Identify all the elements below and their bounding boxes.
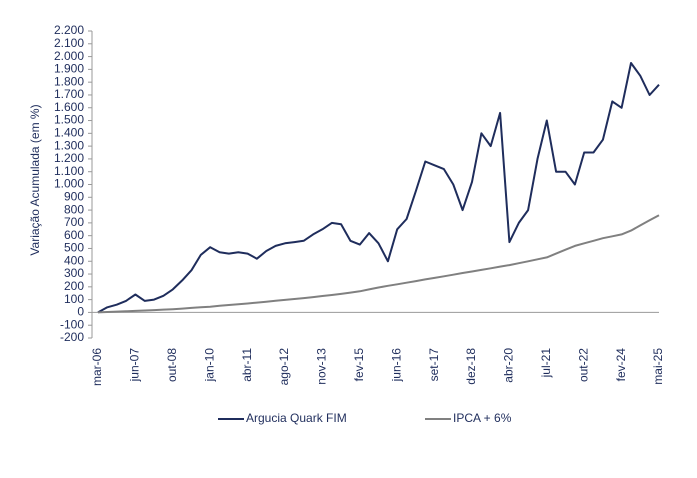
x-tick-label: out-22 — [576, 348, 590, 382]
y-tick-label: 2.200 — [54, 23, 84, 37]
y-tick-label: 0 — [77, 305, 84, 319]
x-tick-label: abr-11 — [240, 348, 254, 382]
y-tick-label: 1.200 — [54, 151, 84, 165]
y-tick-label: 1.700 — [54, 87, 84, 101]
x-tick-label: abr-20 — [502, 348, 516, 383]
x-tick-label: dez-18 — [464, 348, 478, 385]
legend-label: IPCA + 6% — [453, 411, 512, 425]
y-tick-label: 1.000 — [54, 177, 84, 191]
x-tick-label: set-17 — [427, 348, 441, 382]
x-tick-label: jan-10 — [202, 348, 216, 383]
y-tick-label: 600 — [64, 228, 84, 242]
x-tick-label: jul-21 — [539, 348, 553, 379]
x-tick-label: fev-24 — [614, 348, 628, 382]
y-tick-label: 2.100 — [54, 36, 84, 50]
x-tick-label: fev-15 — [352, 348, 366, 382]
y-tick-label: 900 — [64, 189, 84, 203]
y-tick-label: 1.600 — [54, 100, 84, 114]
y-tick-label: 1.400 — [54, 126, 84, 140]
y-tick-label: 500 — [64, 241, 84, 255]
x-tick-label: jun-16 — [389, 348, 403, 383]
y-tick-label: -100 — [60, 317, 84, 331]
y-tick-label: 1.500 — [54, 113, 84, 127]
y-tick-label: 1.900 — [54, 62, 84, 76]
y-tick-label: 200 — [64, 279, 84, 293]
y-tick-label: -200 — [60, 330, 84, 344]
y-tick-label: 400 — [64, 253, 84, 267]
y-tick-label: 1.800 — [54, 74, 84, 88]
x-tick-label: nov-13 — [315, 348, 329, 385]
y-tick-label: 700 — [64, 215, 84, 229]
x-tick-label: mai-25 — [651, 348, 665, 385]
y-tick-label: 100 — [64, 292, 84, 306]
series-line — [97, 214, 660, 314]
x-tick-label: jun-07 — [128, 348, 142, 383]
y-tick-label: 1.300 — [54, 138, 84, 152]
x-tick-label: out-08 — [165, 348, 179, 382]
y-tick-label: 300 — [64, 266, 84, 280]
y-tick-label: 1.100 — [54, 164, 84, 178]
x-tick-label: mar-06 — [90, 348, 104, 386]
series-line — [97, 62, 660, 314]
legend-label: Argucia Quark FIM — [246, 411, 347, 425]
y-axis-label: Variação Acumulada (em %) — [28, 104, 42, 255]
x-tick-label: ago-12 — [277, 348, 291, 386]
y-tick-label: 2.000 — [54, 49, 84, 63]
y-tick-label: 800 — [64, 202, 84, 216]
